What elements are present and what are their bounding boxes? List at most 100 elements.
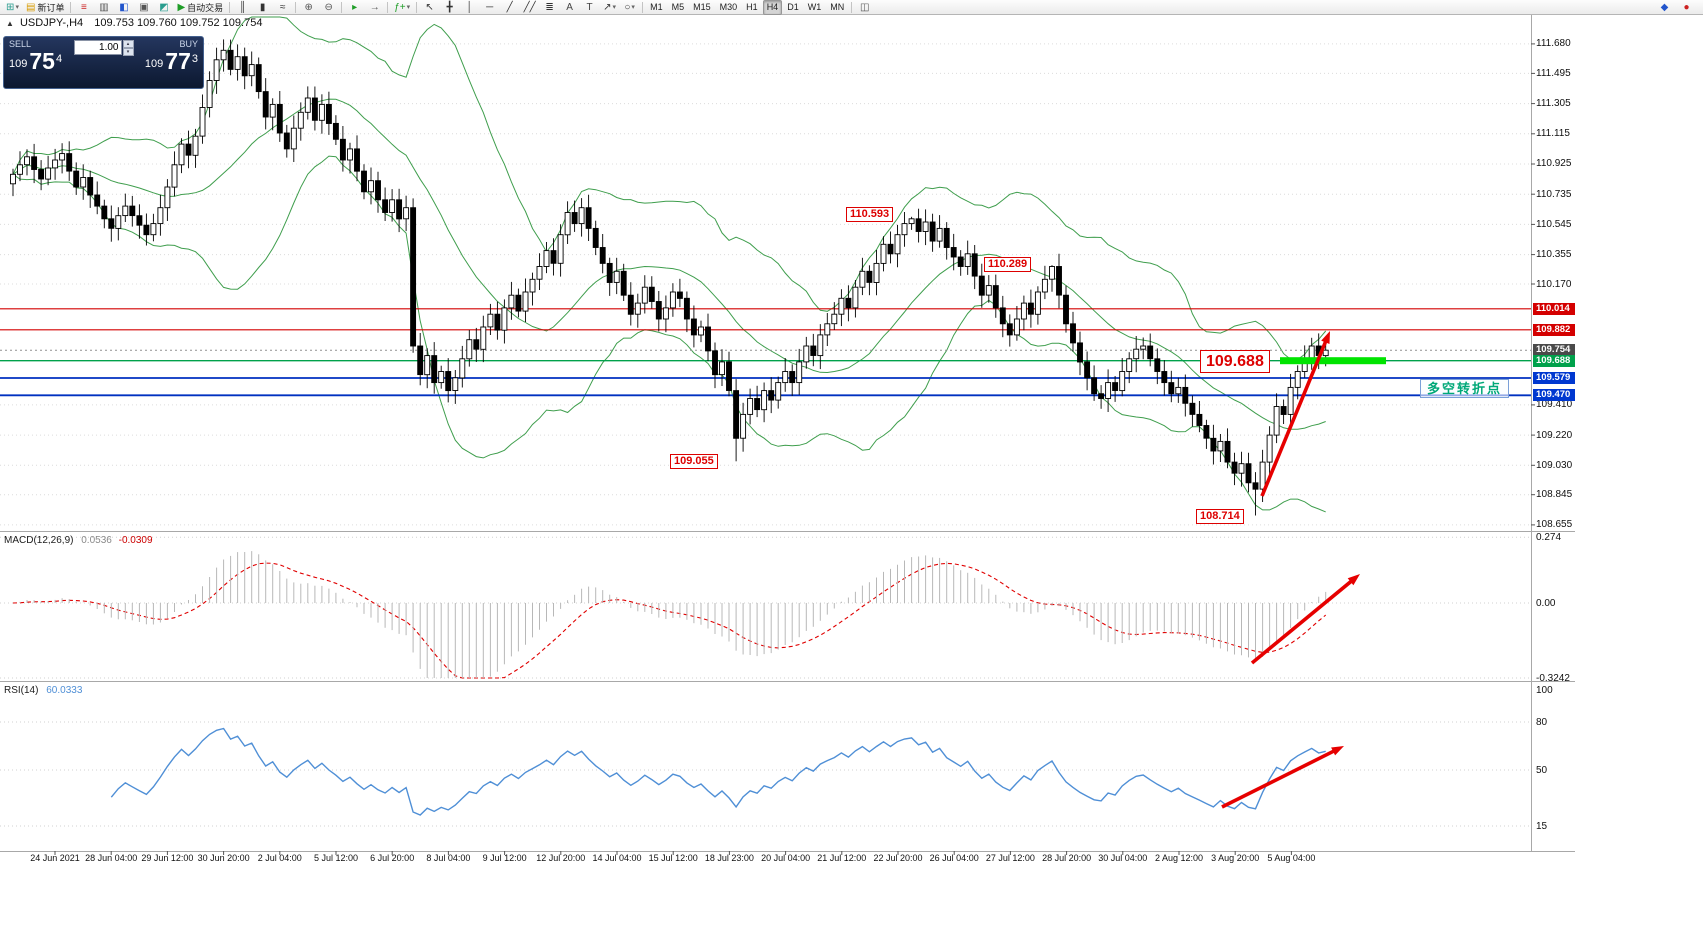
time-axis-label: 9 Jul 12:00 <box>482 853 527 863</box>
buy-button[interactable]: BUY 109 77 3 <box>137 37 204 88</box>
buy-label: BUY <box>179 39 198 49</box>
terminal-icon: ▣ <box>139 1 149 13</box>
channel-icon: ╱╱ <box>523 1 536 13</box>
bb-middle <box>12 98 1326 430</box>
price-tag: 109.882 <box>1533 323 1575 336</box>
price-axis-label: 111.680 <box>1536 38 1571 50</box>
tile-windows-button[interactable]: ◫ <box>855 0 874 15</box>
volume-input[interactable] <box>73 40 122 55</box>
trendline-button[interactable]: ╱ <box>500 0 519 15</box>
channel-button[interactable]: ╱╱ <box>520 0 539 15</box>
chart-shift-button[interactable]: → <box>365 0 384 15</box>
price-tag: 109.688 <box>1533 354 1575 367</box>
timeframe-m30-button[interactable]: M30 <box>719 2 738 12</box>
horizontal-line-button[interactable]: ─ <box>480 0 499 15</box>
vertical-line-button[interactable]: │ <box>460 0 479 15</box>
navigator-button[interactable]: ◧ <box>114 0 133 15</box>
bollinger-bands <box>12 16 1327 513</box>
price-axis-label: 110.355 <box>1536 249 1572 261</box>
price-callout[interactable]: 110.593 <box>846 207 894 222</box>
volume-down-button[interactable]: ▾ <box>122 48 134 56</box>
zoom-out-button[interactable]: ⊖ <box>319 0 338 15</box>
note-label[interactable]: 多空转折点 <box>1420 379 1510 398</box>
price-axis-label: 110.545 <box>1536 218 1572 230</box>
timeframe-m5-button[interactable]: M5 <box>671 2 685 12</box>
price-axis-label: 111.115 <box>1536 128 1570 140</box>
price-gridlines <box>0 43 1531 526</box>
auto-trading-button[interactable]: ▶ 自动交易 <box>174 0 226 15</box>
indicators-button[interactable]: ƒ+ ▾ <box>391 0 413 15</box>
bar-chart-button[interactable]: ║ <box>233 0 252 15</box>
timeframe-mn-button[interactable]: MN <box>830 2 845 12</box>
toolbar-separator <box>851 1 853 13</box>
sell-price-big: 75 <box>29 48 55 74</box>
horizontal-line-icon: ─ <box>486 1 494 13</box>
navigator-icon: ◧ <box>119 1 129 13</box>
auto-scroll-icon: ▸ <box>352 1 358 13</box>
community-icon: ◆ <box>1660 1 1669 13</box>
cursor-button[interactable]: ↖ <box>420 0 439 15</box>
time-axis-label: 2 Jul 04:00 <box>257 853 302 863</box>
macd-indicator-label: MACD(12,26,9) 0.0536 -0.0309 <box>4 535 153 546</box>
price-callout[interactable]: 108.714 <box>1196 509 1244 524</box>
chevron-down-icon: ▾ <box>15 4 19 11</box>
shapes-tool-button[interactable]: ○ ▾ <box>620 0 639 15</box>
volume-up-button[interactable]: ▴ <box>122 40 134 48</box>
buy-price-big: 77 <box>165 48 191 74</box>
time-axis-label: 27 Jul 12:00 <box>985 853 1035 863</box>
symbol-name: USDJPY-,H4 <box>19 17 84 29</box>
price-callout[interactable]: 110.289 <box>984 257 1032 272</box>
time-axis-label: 30 Jun 20:00 <box>197 853 250 863</box>
price-axis-label: 108.845 <box>1536 489 1573 501</box>
timeframe-m1-button[interactable]: M1 <box>650 2 663 12</box>
horizontal-lines[interactable] <box>0 308 1531 397</box>
strategy-tester-button[interactable]: ◩ <box>154 0 173 15</box>
candle-chart-icon: ▮ <box>259 1 266 13</box>
time-axis-label: 5 Aug 04:00 <box>1267 853 1316 863</box>
text-tool-button[interactable]: A <box>566 1 573 13</box>
time-axis-label: 28 Jun 04:00 <box>85 853 138 863</box>
new-order-button[interactable]: ▤ 新订单 <box>23 0 67 15</box>
candle-chart-button[interactable]: ▮ <box>253 0 272 15</box>
timeframe-h4-button[interactable]: H4 <box>762 0 783 15</box>
price-axis-label: 110.925 <box>1536 158 1572 170</box>
rsi-value: 60.0333 <box>46 685 83 696</box>
sell-button[interactable]: SELL 109 75 4 <box>4 37 71 88</box>
arrows-tool-button[interactable]: ↗ ▾ <box>600 0 619 15</box>
green-highlight-bar[interactable] <box>1280 357 1386 365</box>
rsi-panel <box>0 721 1531 827</box>
community-button[interactable]: ◆ <box>1655 0 1674 15</box>
rsi-axis-label: 80 <box>1536 717 1548 728</box>
chevron-down-icon: ▾ <box>612 4 617 11</box>
time-axis-label: 14 Jul 04:00 <box>592 853 642 863</box>
buy-price-sup: 3 <box>191 53 198 65</box>
timeframe-w1-button[interactable]: W1 <box>807 2 822 12</box>
rsi-line <box>110 727 1326 816</box>
timeframe-d1-button[interactable]: D1 <box>787 2 799 12</box>
price-callout[interactable]: 109.688 <box>1200 350 1270 373</box>
zoom-in-button[interactable]: ⊕ <box>299 0 318 15</box>
new-order-label: 新订单 <box>37 2 65 13</box>
timeframe-h1-button[interactable]: H1 <box>746 2 758 12</box>
alerts-button[interactable]: ● <box>1677 0 1696 15</box>
price-axis-label: 111.495 <box>1536 67 1571 79</box>
auto-scroll-button[interactable]: ▸ <box>345 0 364 15</box>
timeframe-m15-button[interactable]: M15 <box>693 2 711 12</box>
market-watch-button[interactable]: ≡ <box>74 0 93 15</box>
label-tool-button[interactable]: T <box>586 1 593 13</box>
auto-trading-label: 自动交易 <box>187 2 224 13</box>
new-chart-button[interactable]: ⊞ ▾ <box>3 0 22 15</box>
terminal-button[interactable]: ▣ <box>134 0 153 15</box>
fibonacci-button[interactable]: ≣ <box>540 0 559 15</box>
data-window-button[interactable]: ▥ <box>94 0 113 15</box>
time-axis-label: 12 Jul 20:00 <box>536 853 586 863</box>
sell-label: SELL <box>9 39 32 49</box>
crosshair-button[interactable]: ╋ <box>440 0 459 15</box>
price-axis-label: 110.735 <box>1536 188 1572 200</box>
rsi-axis-label: 50 <box>1536 765 1548 776</box>
line-chart-button[interactable]: ≈ <box>273 0 292 15</box>
trend-arrows[interactable] <box>1221 331 1360 809</box>
price-axis-label: 109.220 <box>1536 429 1573 441</box>
price-callout[interactable]: 109.055 <box>670 454 718 469</box>
